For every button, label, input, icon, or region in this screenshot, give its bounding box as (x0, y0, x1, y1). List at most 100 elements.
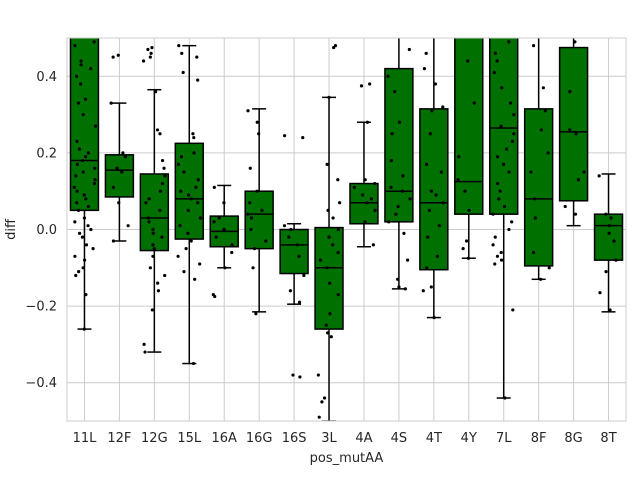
data-point (196, 178, 200, 182)
data-point (320, 400, 324, 404)
data-point (211, 293, 215, 297)
data-point (507, 227, 511, 232)
data-point (193, 277, 197, 281)
data-point (176, 254, 180, 258)
data-point (81, 266, 85, 270)
data-point (329, 335, 333, 339)
data-point (150, 45, 154, 50)
data-point (389, 158, 393, 163)
data-point (336, 293, 340, 297)
box-body (104, 154, 135, 198)
data-point (179, 189, 183, 193)
data-point (74, 174, 78, 178)
data-point (84, 155, 88, 159)
data-point (421, 289, 425, 293)
data-point (425, 266, 429, 270)
data-point (316, 373, 320, 377)
data-point (547, 266, 551, 270)
data-point (297, 254, 301, 258)
data-point (533, 216, 537, 220)
data-point (325, 162, 329, 166)
data-point (368, 82, 372, 86)
data-point (505, 147, 509, 151)
data-point (158, 189, 162, 193)
data-point (147, 220, 151, 224)
data-point (289, 227, 293, 232)
data-point (212, 220, 216, 224)
data-point (331, 216, 335, 220)
data-point (186, 193, 191, 197)
data-point (457, 155, 461, 159)
box-4T (419, 38, 449, 319)
data-point (503, 396, 507, 400)
data-point (574, 132, 578, 136)
data-point (322, 396, 327, 400)
box-body (279, 228, 309, 275)
data-point (441, 201, 445, 205)
data-point (539, 128, 543, 132)
x-tick-label: 4Y (461, 431, 477, 446)
data-point (142, 342, 146, 346)
data-point (283, 134, 287, 138)
data-point (73, 220, 77, 224)
x-tick-label: 12F (107, 431, 131, 446)
data-point (389, 185, 393, 189)
data-point (152, 247, 156, 251)
data-point (543, 109, 547, 113)
data-point (424, 162, 429, 166)
data-point (148, 55, 152, 59)
data-point (83, 258, 87, 262)
data-point (212, 185, 216, 189)
data-point (512, 132, 516, 136)
data-point (79, 63, 83, 67)
data-point (249, 227, 253, 232)
data-point (405, 258, 410, 262)
box-8G (558, 38, 589, 227)
data-point (115, 166, 119, 170)
data-point (75, 189, 79, 193)
data-point (74, 273, 78, 278)
data-point (82, 193, 86, 197)
box-8T (593, 173, 624, 313)
x-tick-label: 4S (391, 431, 408, 446)
data-point (111, 55, 115, 59)
data-point (121, 151, 125, 155)
data-point (89, 227, 93, 232)
data-point (433, 82, 437, 86)
data-point (156, 281, 160, 285)
data-point (158, 132, 162, 136)
box-body (593, 213, 624, 261)
data-point (539, 277, 543, 281)
data-point (326, 331, 330, 335)
data-point (186, 231, 190, 235)
data-point (496, 181, 500, 186)
data-point (79, 82, 83, 86)
data-point (84, 243, 89, 247)
data-point (408, 197, 412, 201)
data-point (407, 47, 411, 52)
y-tick-label: 0.2 (36, 146, 57, 161)
data-point (156, 289, 161, 293)
data-point (397, 120, 402, 124)
x-tick-label: 8T (600, 431, 616, 446)
data-point (327, 235, 331, 239)
data-point (491, 212, 495, 216)
data-point (499, 250, 503, 255)
data-point (466, 59, 470, 63)
data-point (359, 84, 364, 88)
data-point (461, 247, 465, 251)
data-point (179, 155, 184, 159)
data-point (466, 256, 471, 260)
box-body (349, 182, 379, 225)
box-4Y (454, 38, 484, 259)
x-tick-label: 12G (141, 431, 168, 446)
data-point (254, 312, 258, 316)
data-point (541, 86, 545, 90)
data-point (291, 373, 295, 377)
data-point (369, 197, 374, 201)
data-point (397, 285, 401, 289)
data-point (255, 120, 259, 124)
data-point (573, 40, 577, 44)
data-point (186, 208, 190, 212)
box-8F (523, 38, 554, 281)
